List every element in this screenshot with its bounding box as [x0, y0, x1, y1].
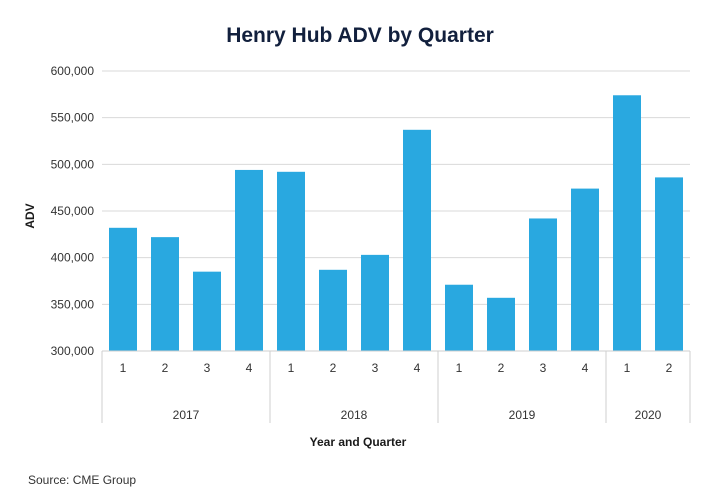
bar: [277, 171, 305, 351]
y-axis-label: ADV: [23, 203, 37, 228]
y-tick-label: 600,000: [51, 64, 95, 78]
x-tick-label: 2: [666, 361, 673, 375]
bar: [571, 188, 599, 351]
x-tick-label: 4: [582, 361, 589, 375]
bars: [109, 95, 683, 352]
bar: [445, 284, 473, 351]
bar: [151, 237, 179, 351]
x-tick-label: 3: [540, 361, 547, 375]
bar: [487, 297, 515, 351]
year-group-label: 2020: [635, 408, 662, 422]
x-tick-label: 3: [372, 361, 379, 375]
x-tick-label: 3: [204, 361, 211, 375]
x-tick-label: 1: [456, 361, 463, 375]
x-axis-label: Year and Quarter: [310, 435, 407, 449]
x-tick-label: 1: [120, 361, 127, 375]
x-tick-label: 4: [414, 361, 421, 375]
bar: [613, 95, 641, 352]
chart-title: Henry Hub ADV by Quarter: [226, 24, 494, 47]
x-axis: 1 2 3 4 1 2 3 4 1 2 3 4 1 2 2017 2018 2019 2020: [101, 350, 691, 423]
x-tick-label: 2: [162, 361, 169, 375]
year-group-label: 2018: [341, 408, 368, 422]
y-tick-label: 500,000: [51, 157, 95, 171]
y-tick-label: 350,000: [51, 297, 95, 311]
y-tick-label: 550,000: [51, 111, 95, 125]
x-tick-label: 1: [288, 361, 295, 375]
y-tick-label: 300,000: [51, 344, 95, 358]
x-tick-label: 2: [330, 361, 337, 375]
bar: [403, 129, 431, 351]
bar: [319, 269, 347, 351]
y-tick-label: 450,000: [51, 204, 95, 218]
x-tick-label: 1: [624, 361, 631, 375]
source-note: Source: CME Group: [28, 473, 136, 487]
y-tick-label: 400,000: [51, 251, 95, 265]
bar: [235, 169, 263, 351]
y-axis-ticks: 300,000 350,000 400,000 450,000 500,000 550,0…: [51, 64, 95, 358]
gridlines: [102, 70, 690, 305]
x-tick-label: 4: [246, 361, 253, 375]
bar: [361, 254, 389, 351]
bar: [655, 177, 683, 351]
year-group-label: 2017: [173, 408, 200, 422]
year-group-label: 2019: [509, 408, 536, 422]
bar: [109, 227, 137, 351]
bar: [529, 218, 557, 351]
x-tick-label: 2: [498, 361, 505, 375]
bar: [193, 271, 221, 351]
